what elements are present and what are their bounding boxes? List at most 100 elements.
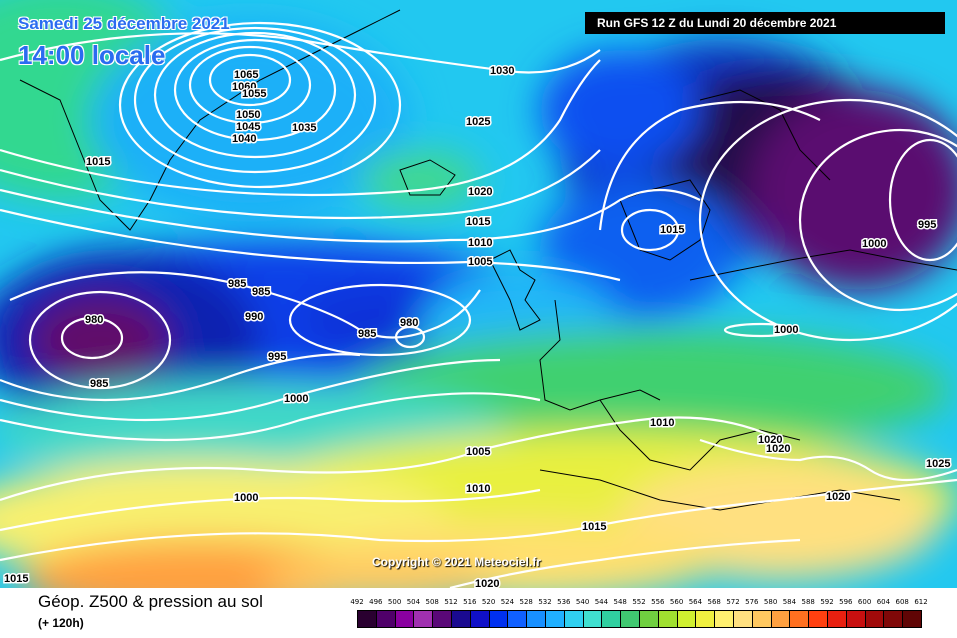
- legend-color-cell: [394, 610, 415, 628]
- map-title: Géop. Z500 & pression au sol: [38, 592, 263, 611]
- isobar-label: 1000: [284, 393, 308, 405]
- legend-color-cell: [639, 610, 659, 628]
- legend-color-cell: [657, 610, 678, 628]
- legend-color-cell: [375, 610, 396, 628]
- legend-tick-label: 532: [538, 598, 552, 606]
- legend-color-cell: [902, 610, 922, 628]
- legend-tick-label: 500: [387, 598, 402, 606]
- legend-tick-label: 568: [707, 598, 721, 606]
- legend-tick-label: 592: [820, 598, 834, 606]
- legend-tick-label: 540: [575, 598, 590, 606]
- isobar-label: 985: [252, 286, 270, 298]
- isobar-label: 1015: [4, 573, 28, 585]
- isobar-labels: 1065 1060 1055 1050 1045 1040 1035 1030 …: [3, 64, 952, 589]
- legend-tick-label: 552: [632, 598, 646, 606]
- legend-tick-label: 564: [688, 598, 703, 606]
- run-info: Run GFS 12 Z du Lundi 20 décembre 2021: [585, 12, 945, 34]
- isobar-label: 1020: [826, 491, 850, 503]
- legend-tick-label: 536: [557, 598, 571, 606]
- legend-tick-label: 496: [369, 598, 383, 606]
- isobar-lines: [0, 21, 957, 588]
- isobar-label: 980: [85, 314, 103, 326]
- isobar-label: 985: [228, 278, 246, 290]
- legend-color-cell: [469, 610, 490, 628]
- legend-color-cell: [507, 610, 528, 628]
- legend-color-cell: [845, 610, 866, 628]
- legend-color-cell: [357, 610, 377, 628]
- isobar-label: 1040: [232, 133, 256, 145]
- isobar-label: 1015: [582, 521, 606, 533]
- coastlines: [19, 9, 957, 511]
- legend-tick-label: 596: [839, 598, 853, 606]
- legend-color-cell: [751, 610, 772, 628]
- isobar-label: 1030: [490, 65, 514, 77]
- legend-color-cell: [864, 610, 885, 628]
- legend-tick-label: 504: [406, 598, 421, 606]
- legend-color-cell: [563, 610, 584, 628]
- isobar-label: 1025: [926, 458, 950, 470]
- isobar-label: 1000: [774, 324, 798, 336]
- legend-color-cell: [714, 610, 734, 628]
- isobar-label: 1015: [466, 216, 490, 228]
- legend-color-cell: [545, 610, 565, 628]
- isobar-label: 1005: [466, 446, 490, 458]
- legend-tick-label: 548: [613, 598, 627, 606]
- legend-color-cell: [488, 610, 509, 628]
- legend-color-cell: [733, 610, 753, 628]
- isobar-label: 1045: [236, 121, 260, 133]
- legend-color-cell: [676, 610, 697, 628]
- legend-tick-label: 516: [463, 598, 477, 606]
- isobar-label: 1060: [232, 81, 256, 93]
- legend-tick-label: 520: [481, 598, 496, 606]
- isobar-label: 1020: [475, 578, 499, 588]
- legend-tick-label: 492: [350, 598, 364, 606]
- isobar-label: 980: [400, 317, 418, 329]
- legend-color-cell: [789, 610, 810, 628]
- legend-color-cell: [620, 610, 640, 628]
- legend-color-cell: [526, 610, 546, 628]
- isobar-label: 1000: [234, 492, 258, 504]
- isobar-label: 990: [245, 311, 263, 323]
- legend-color-cell: [827, 610, 847, 628]
- isobar-label: 985: [90, 378, 108, 390]
- legend-color-cell: [601, 610, 622, 628]
- isobar-label: 1015: [660, 224, 684, 236]
- isobar-label: 1015: [86, 156, 110, 168]
- legend-tick-label: 528: [519, 598, 533, 606]
- legend-tick-label: 556: [651, 598, 665, 606]
- isobar-label: 1020: [766, 443, 790, 455]
- isobar-label: 985: [358, 328, 376, 340]
- legend-tick-label: 608: [895, 598, 909, 606]
- isobar-label: 1025: [466, 116, 490, 128]
- legend-tick-label: 544: [594, 598, 609, 606]
- isobar-label: 1005: [468, 256, 492, 268]
- isobar-label: 1055: [242, 88, 266, 100]
- isobar-label: 995: [268, 351, 286, 363]
- legend-tick-label: 584: [782, 598, 797, 606]
- legend-color-cell: [432, 610, 452, 628]
- isobar-label: 1065: [234, 69, 258, 81]
- legend-tick-label: 600: [857, 598, 872, 606]
- legend-color-cell: [451, 610, 471, 628]
- legend-tick-label: 560: [669, 598, 684, 606]
- isobar-label: 1020: [758, 434, 782, 446]
- isobar-label: 1000: [862, 238, 886, 250]
- legend-tick-label: 612: [914, 598, 928, 606]
- legend-color-cell: [695, 610, 716, 628]
- isobar-label: 1010: [468, 237, 492, 249]
- isobar-label: 995: [918, 219, 936, 231]
- geopotential-field: [0, 0, 957, 588]
- isobar-label: 1010: [650, 417, 674, 429]
- legend-color-cell: [413, 610, 434, 628]
- isobar-label: 1050: [236, 109, 260, 121]
- legend-tick-label: 572: [726, 598, 740, 606]
- legend-color-cell: [808, 610, 828, 628]
- isobar-label: 1020: [468, 186, 492, 198]
- legend-tick-label: 512: [444, 598, 458, 606]
- forecast-date: Samedi 25 décembre 2021: [18, 14, 230, 33]
- copyright-notice: Copyright © 2021 Meteociel.fr: [372, 555, 541, 569]
- forecast-time: 14:00 locale: [18, 40, 166, 70]
- map-canvas: 1065 1060 1055 1050 1045 1040 1035 1030 …: [0, 0, 957, 588]
- color-legend: 492 496 500 504 508 512 516 520 524 528 532 536 540 5…: [350, 598, 935, 630]
- legend-tick-label: 580: [763, 598, 778, 606]
